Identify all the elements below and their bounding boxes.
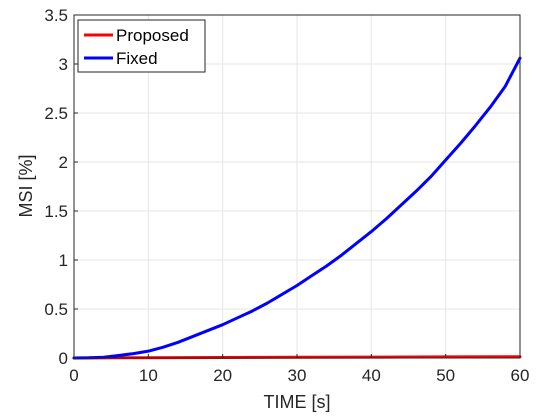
x-tick-label: 50	[436, 366, 455, 385]
x-tick-label: 60	[511, 366, 530, 385]
axis-ticks: 0 10 20 30 40 50 60 0 0.5 1 1.5 2 2.5 3 3.5	[44, 6, 529, 385]
legend-box	[77, 19, 206, 73]
legend: Proposed Fixed	[77, 19, 206, 73]
x-tick-label: 40	[362, 366, 381, 385]
legend-label-proposed: Proposed	[116, 26, 189, 45]
y-tick-label: 3.5	[44, 6, 68, 25]
y-tick-label: 3	[59, 55, 68, 74]
y-tick-label: 2	[59, 153, 68, 172]
grid-lines	[74, 15, 520, 358]
x-tick-label: 10	[139, 366, 158, 385]
legend-label-fixed: Fixed	[116, 49, 158, 68]
y-tick-label: 1	[59, 251, 68, 270]
y-tick-label: 0	[59, 349, 68, 368]
y-tick-label: 0.5	[44, 300, 68, 319]
y-axis-label: MSI [%]	[16, 154, 36, 217]
y-tick-label: 2.5	[44, 104, 68, 123]
x-tick-label: 0	[69, 366, 78, 385]
x-axis-label: TIME [s]	[264, 392, 331, 412]
x-tick-label: 20	[213, 366, 232, 385]
series-line-fixed	[72, 56, 522, 360]
y-tick-label: 1.5	[44, 202, 68, 221]
x-tick-label: 30	[288, 366, 307, 385]
